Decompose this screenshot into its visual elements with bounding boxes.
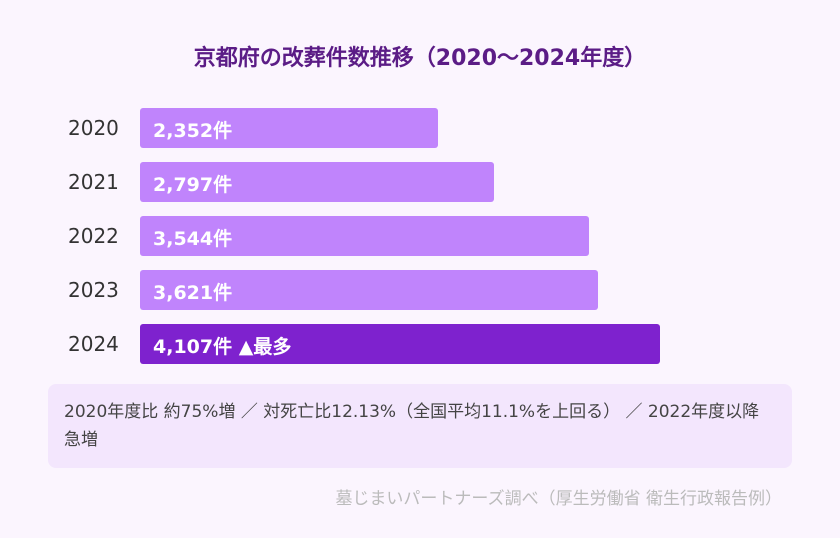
chart-title: 京都府の改葬件数推移（2020〜2024年度）	[193, 46, 647, 71]
bar	[140, 324, 660, 364]
data-label: 2,352件	[153, 120, 233, 142]
source-note: 墓じまいパートナーズ調べ（厚生労働省 衛生行政報告例）	[335, 489, 782, 509]
bar-row: 2021 2,797件	[0, 162, 840, 202]
data-label: 4,107件 ▲最多	[153, 336, 292, 358]
bar	[140, 162, 495, 202]
bar-row: 2024 4,107件 ▲最多	[0, 324, 840, 364]
bar	[140, 270, 599, 310]
category-label: 2020	[68, 116, 119, 140]
data-label: 3,621件	[153, 282, 233, 304]
bar-row: 2020 2,352件	[0, 108, 840, 148]
summary-note: 2020年度比 約75%増 ／ 対死亡比12.13%（全国平均11.1%を上回る…	[48, 384, 792, 468]
category-label: 2021	[68, 170, 119, 194]
bar-row: 2023 3,621件	[0, 270, 840, 310]
bar	[140, 108, 438, 148]
bar-row: 2022 3,544件	[0, 216, 840, 256]
category-label: 2023	[68, 278, 119, 302]
category-label: 2024	[68, 332, 119, 356]
category-label: 2022	[68, 224, 119, 248]
data-label: 3,544件	[153, 228, 233, 250]
bar	[140, 216, 589, 256]
data-label: 2,797件	[153, 174, 233, 196]
